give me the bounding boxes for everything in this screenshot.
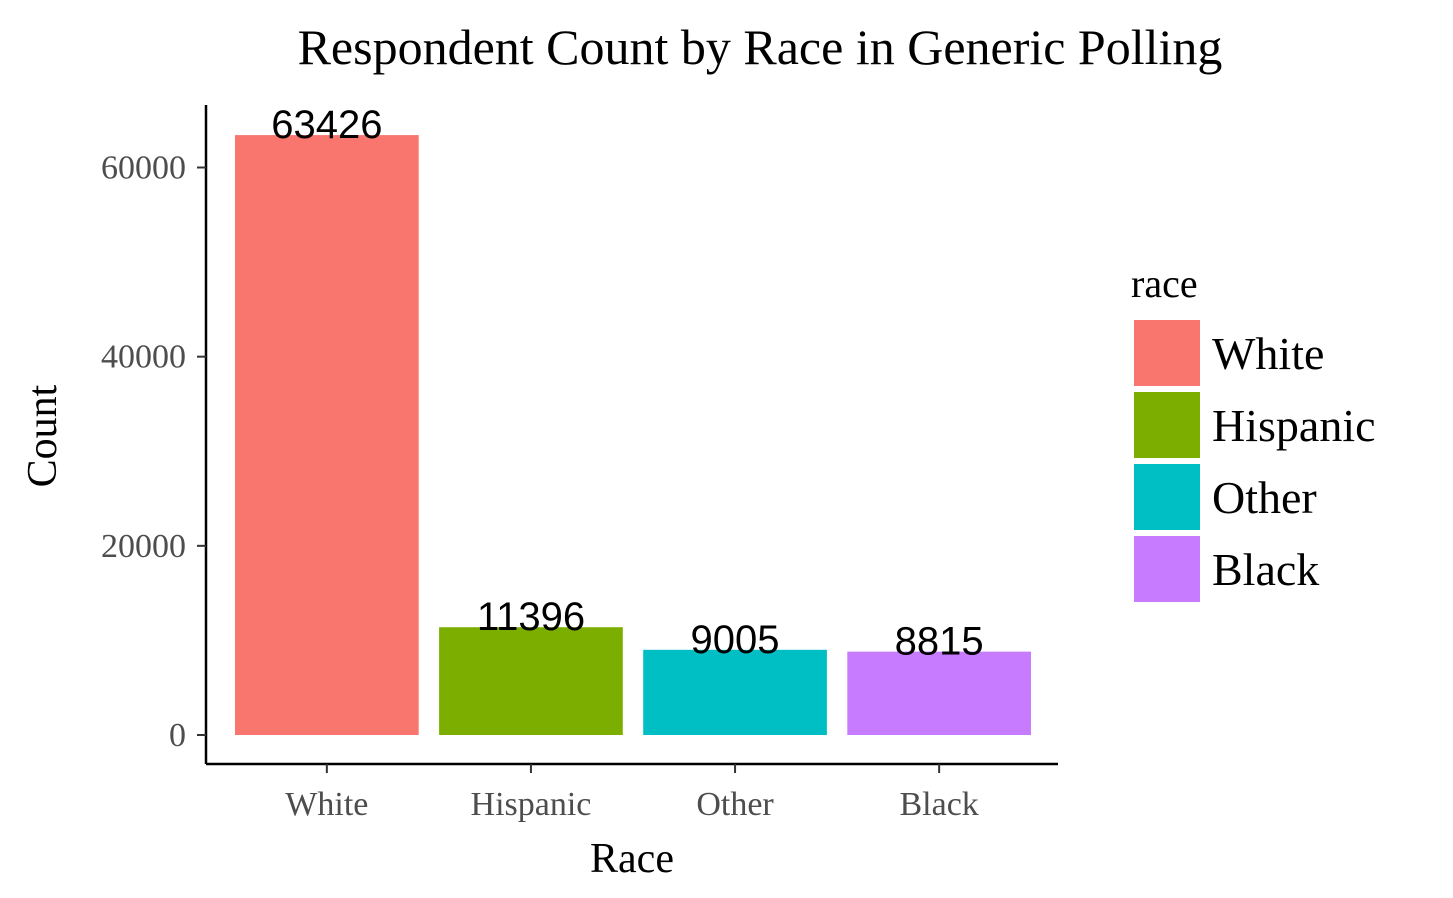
legend-key-white xyxy=(1134,320,1200,386)
legend: race White Hispanic Other Black xyxy=(1131,261,1376,602)
x-tick-label: White xyxy=(285,786,368,823)
bar-other xyxy=(643,649,827,735)
bar-white xyxy=(235,135,419,735)
y-axis-ticks: 0 20000 40000 60000 xyxy=(101,150,206,754)
chart-title: Respondent Count by Race in Generic Poll… xyxy=(298,19,1223,75)
bar-value-label: 63426 xyxy=(271,103,382,147)
x-tick-label: Black xyxy=(899,786,978,823)
legend-key-black xyxy=(1134,536,1200,602)
bar-value-label: 9005 xyxy=(691,618,780,662)
legend-key-hispanic xyxy=(1134,392,1200,458)
legend-title: race xyxy=(1131,261,1198,306)
legend-label: Other xyxy=(1212,472,1317,523)
x-axis-ticks: White Hispanic Other Black xyxy=(285,764,979,823)
bar-black xyxy=(847,651,1031,735)
x-tick-label: Other xyxy=(696,786,774,823)
bar-value-label: 11396 xyxy=(477,595,585,639)
legend-label: Hispanic xyxy=(1212,400,1376,451)
bar-hispanic xyxy=(439,627,623,735)
y-axis-label: Count xyxy=(20,384,66,487)
plot-area: 63426 11396 9005 8815 0 20000 40000 60000 Whit… xyxy=(101,103,1058,823)
legend-label: White xyxy=(1212,328,1324,379)
legend-key-other xyxy=(1134,464,1200,530)
legend-label: Black xyxy=(1212,544,1319,595)
y-tick-label: 20000 xyxy=(101,528,186,565)
y-tick-label: 40000 xyxy=(101,339,186,376)
bars xyxy=(235,135,1031,735)
y-tick-label: 60000 xyxy=(101,150,186,187)
bar-value-label: 8815 xyxy=(895,620,984,664)
bar-value-labels: 63426 11396 9005 8815 xyxy=(271,103,983,664)
legend-entries: White Hispanic Other Black xyxy=(1134,320,1376,602)
x-axis-label: Race xyxy=(590,836,674,882)
y-tick-label: 0 xyxy=(169,717,186,754)
x-tick-label: Hispanic xyxy=(471,786,592,823)
